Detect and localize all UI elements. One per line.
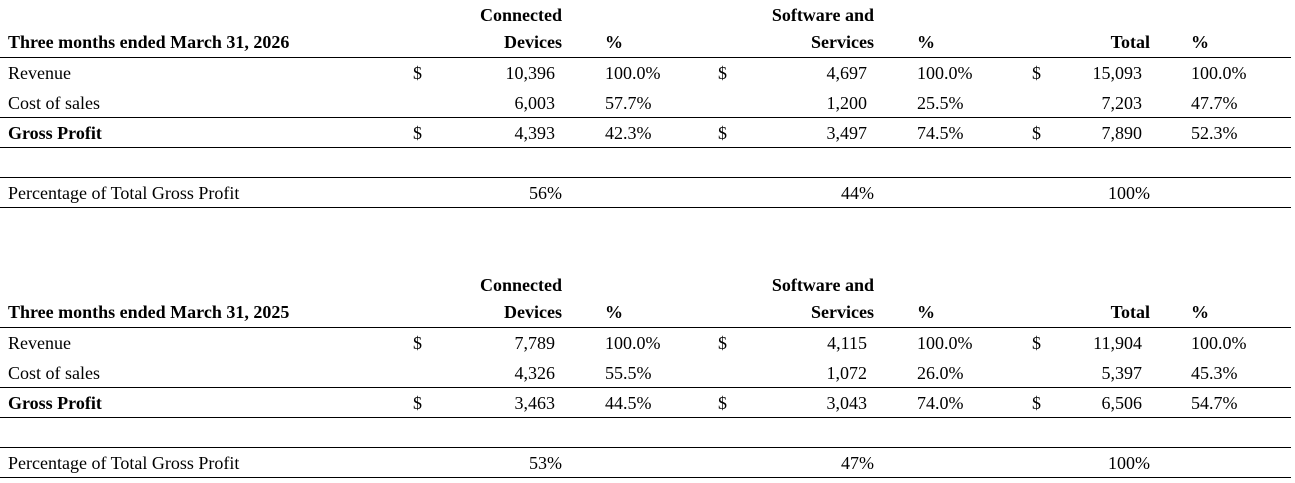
gross-profit-total: 6,506 xyxy=(1101,393,1143,413)
cost-of-sales-ss: 1,072 xyxy=(826,363,868,383)
header-connected-devices-line1: Connected xyxy=(480,5,562,25)
currency-symbol: $ xyxy=(413,333,422,353)
currency-symbol: $ xyxy=(718,393,727,413)
row-label-pct-total-gross-profit: Percentage of Total Gross Profit xyxy=(8,453,240,473)
header-software-services-line1: Software and xyxy=(771,275,874,295)
header-pct-total: % xyxy=(1191,32,1209,52)
subtotal-rule xyxy=(0,117,1291,118)
header-connected-devices-line1: Connected xyxy=(480,275,562,295)
header-pct-cd: % xyxy=(605,302,623,322)
header-connected-devices-line2: Devices xyxy=(504,32,562,52)
gross-profit-table-2025: Three months ended March 31, 2025 Connec… xyxy=(0,270,1295,480)
pct-total-gp-total: 100% xyxy=(1108,183,1150,203)
header-pct-cd: % xyxy=(605,32,623,52)
gross-profit-rule xyxy=(0,147,1291,148)
currency-symbol: $ xyxy=(1032,333,1041,353)
revenue-total-pct: 100.0% xyxy=(1191,63,1247,83)
gross-profit-cd: 4,393 xyxy=(514,123,556,143)
cost-of-sales-total-pct: 47.7% xyxy=(1191,93,1238,113)
header-software-services-line2: Services xyxy=(811,302,874,322)
pct-total-gp-cd: 56% xyxy=(529,183,562,203)
revenue-total: 15,093 xyxy=(1092,63,1143,83)
row-label-cost-of-sales: Cost of sales xyxy=(8,93,100,113)
header-pct-ss: % xyxy=(917,32,935,52)
cost-of-sales-cd: 6,003 xyxy=(514,93,556,113)
gross-profit-ss-pct: 74.0% xyxy=(917,393,964,413)
currency-symbol: $ xyxy=(413,123,422,143)
gross-profit-total: 7,890 xyxy=(1101,123,1143,143)
cost-of-sales-ss: 1,200 xyxy=(826,93,868,113)
cost-of-sales-total: 7,203 xyxy=(1101,93,1143,113)
header-software-services-line1: Software and xyxy=(771,5,874,25)
currency-symbol: $ xyxy=(1032,63,1041,83)
header-pct-ss: % xyxy=(917,302,935,322)
header-total: Total xyxy=(1110,32,1150,52)
pct-section-top-rule xyxy=(0,177,1291,178)
row-label-cost-of-sales: Cost of sales xyxy=(8,363,100,383)
pct-section-top-rule xyxy=(0,447,1291,448)
cost-of-sales-cd-pct: 55.5% xyxy=(605,363,652,383)
revenue-cd: 10,396 xyxy=(505,63,556,83)
gross-profit-ss: 3,043 xyxy=(826,393,868,413)
row-label-revenue: Revenue xyxy=(8,333,71,353)
gross-profit-cd-pct: 44.5% xyxy=(605,393,652,413)
revenue-total: 11,904 xyxy=(1093,333,1142,353)
revenue-ss: 4,115 xyxy=(827,333,867,353)
currency-symbol: $ xyxy=(718,63,727,83)
gross-profit-ss: 3,497 xyxy=(826,123,868,143)
period-heading: Three months ended March 31, 2025 xyxy=(8,302,290,322)
currency-symbol: $ xyxy=(1032,393,1041,413)
row-label-pct-total-gross-profit: Percentage of Total Gross Profit xyxy=(8,183,240,203)
revenue-cd-pct: 100.0% xyxy=(605,63,661,83)
pct-total-gp-cd: 53% xyxy=(529,453,562,473)
pct-total-gp-ss: 47% xyxy=(841,453,874,473)
header-pct-total: % xyxy=(1191,302,1209,322)
gross-profit-total-pct: 54.7% xyxy=(1191,393,1238,413)
pct-total-gp-total: 100% xyxy=(1108,453,1150,473)
gross-profit-ss-pct: 74.5% xyxy=(917,123,964,143)
currency-symbol: $ xyxy=(718,123,727,143)
cost-of-sales-total: 5,397 xyxy=(1101,363,1143,383)
revenue-total-pct: 100.0% xyxy=(1191,333,1247,353)
currency-symbol: $ xyxy=(413,63,422,83)
cost-of-sales-cd: 4,326 xyxy=(514,363,556,383)
header-connected-devices-line2: Devices xyxy=(504,302,562,322)
pct-section-bottom-rule xyxy=(0,477,1291,478)
revenue-ss-pct: 100.0% xyxy=(917,63,973,83)
currency-symbol: $ xyxy=(413,393,422,413)
revenue-cd: 7,789 xyxy=(514,333,556,353)
revenue-ss: 4,697 xyxy=(826,63,868,83)
revenue-ss-pct: 100.0% xyxy=(917,333,973,353)
gross-profit-rule xyxy=(0,417,1291,418)
cost-of-sales-ss-pct: 26.0% xyxy=(917,363,964,383)
currency-symbol: $ xyxy=(1032,123,1041,143)
gross-profit-cd-pct: 42.3% xyxy=(605,123,652,143)
gross-profit-total-pct: 52.3% xyxy=(1191,123,1238,143)
subtotal-rule xyxy=(0,387,1291,388)
period-heading: Three months ended March 31, 2026 xyxy=(8,32,290,52)
pct-section-bottom-rule xyxy=(0,207,1291,208)
revenue-cd-pct: 100.0% xyxy=(605,333,661,353)
cost-of-sales-total-pct: 45.3% xyxy=(1191,363,1238,383)
currency-symbol: $ xyxy=(718,333,727,353)
header-software-services-line2: Services xyxy=(811,32,874,52)
header-total: Total xyxy=(1110,302,1150,322)
pct-total-gp-ss: 44% xyxy=(841,183,874,203)
row-label-gross-profit: Gross Profit xyxy=(8,123,102,143)
gross-profit-table-2026: Three months ended March 31, 2026 Connec… xyxy=(0,0,1295,210)
cost-of-sales-ss-pct: 25.5% xyxy=(917,93,964,113)
cost-of-sales-cd-pct: 57.7% xyxy=(605,93,652,113)
row-label-revenue: Revenue xyxy=(8,63,71,83)
gross-profit-cd: 3,463 xyxy=(514,393,556,413)
header-rule xyxy=(0,57,1291,58)
header-rule xyxy=(0,327,1291,328)
row-label-gross-profit: Gross Profit xyxy=(8,393,102,413)
